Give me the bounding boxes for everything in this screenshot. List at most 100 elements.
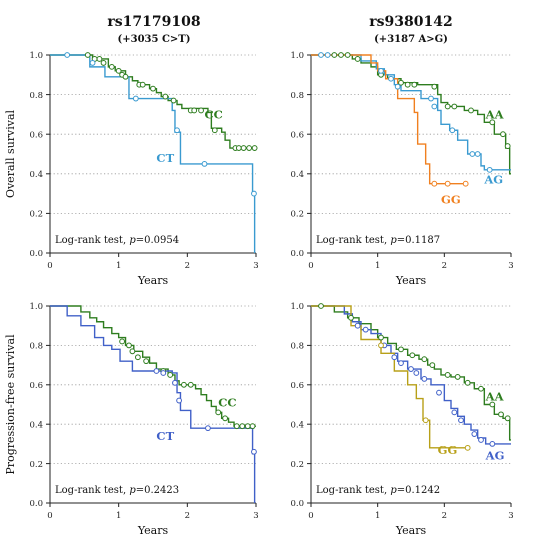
censor-marker-CC: [150, 85, 156, 92]
y-axis-label: Overall survival: [4, 109, 17, 198]
y-tick-label: 0.8: [290, 342, 304, 352]
series-label-AA: AA: [485, 390, 505, 404]
snp-name-right: rs9380142: [369, 14, 453, 30]
y-tick-label: 0.0: [29, 249, 43, 259]
censor-marker-AA: [454, 374, 461, 380]
x-tick-label: 2: [442, 261, 447, 271]
log-rank-annotation: Log-rank test, p=0.0954: [55, 235, 179, 246]
x-tick-label: 1: [116, 261, 121, 271]
survival-curve-GG: [311, 305, 468, 449]
y-tick-label: 1.0: [29, 51, 43, 61]
censor-marker-AG: [469, 151, 476, 157]
censor-marker-CT: [64, 52, 71, 58]
series-label-AG: AG: [483, 173, 503, 187]
column-title-right: rs9380142 (+3187 A>G): [311, 14, 511, 45]
censor-marker-CC: [240, 145, 247, 151]
survival-curve-CT: [50, 54, 256, 253]
censor-marker-CC: [96, 56, 103, 62]
censor-marker-AG: [449, 127, 456, 134]
y-tick-label: 0.6: [290, 381, 304, 391]
censor-marker-CC: [170, 97, 177, 104]
x-axis-label: Years: [137, 524, 169, 537]
censor-marker-AA: [429, 362, 436, 368]
censor-marker-AA: [431, 83, 438, 90]
censor-marker-CC: [244, 423, 251, 430]
series-label-GG: GG: [438, 443, 458, 457]
y-tick-label: 0.2: [29, 210, 43, 220]
censor-marker-AG: [474, 151, 481, 157]
censor-marker-AG: [413, 370, 420, 376]
censor-marker-AA: [421, 356, 428, 363]
censor-marker-AG: [354, 322, 361, 329]
censor-marker-AA: [354, 56, 361, 62]
censor-marker-GG: [431, 180, 438, 187]
censor-marker-AG: [324, 52, 331, 58]
y-tick-label: 0.4: [290, 170, 304, 180]
censor-marker-AA: [468, 107, 474, 114]
y-tick-label: 0.0: [29, 499, 43, 509]
censor-marker-CC: [211, 127, 218, 134]
censor-marker-AG: [451, 409, 458, 416]
censor-marker-CC: [191, 107, 198, 114]
x-tick-label: 0: [308, 511, 313, 521]
x-tick-label: 3: [508, 511, 513, 521]
y-tick-label: 0.8: [29, 91, 43, 101]
y-tick-label: 0.4: [29, 170, 43, 180]
censor-marker-CC: [198, 107, 204, 114]
survival-curve-AA: [311, 54, 511, 175]
censor-marker-CC: [122, 73, 129, 80]
y-tick-label: 0.4: [29, 420, 43, 430]
censor-marker-CC: [162, 93, 169, 100]
censor-marker-GG: [444, 180, 451, 187]
censor-marker-AG: [378, 67, 384, 74]
snp-name-left: rs17179108: [107, 14, 201, 30]
x-tick-label: 3: [253, 511, 258, 521]
x-tick-label: 2: [442, 511, 447, 521]
censor-marker-CC: [187, 381, 194, 388]
censor-marker-CC: [181, 381, 187, 388]
y-tick-label: 1.0: [290, 302, 304, 312]
x-axis-label: Years: [395, 274, 427, 287]
censor-marker-AG: [471, 431, 478, 437]
series-label-CT: CT: [156, 151, 174, 165]
censor-marker-AA: [348, 314, 354, 321]
overall-survival-chart-rs9380142: 0.0 0.2 0.4 0.6 0.8 1.0 0 1 2 3 Years AA AG GG Log-ran…: [290, 51, 513, 287]
censor-marker-CC: [222, 415, 229, 422]
y-tick-label: 0.8: [29, 342, 43, 352]
censor-marker-AA: [489, 119, 496, 126]
log-rank-annotation: Log-rank test, p=0.1242: [316, 485, 440, 496]
censor-marker-AA: [344, 52, 351, 58]
censor-marker-CC: [139, 81, 146, 88]
censor-marker-CT: [89, 60, 96, 66]
censor-marker-CT: [251, 190, 257, 197]
censor-marker-AA: [338, 52, 344, 58]
censor-marker-AA: [489, 401, 496, 408]
survival-curve-AA: [311, 305, 511, 441]
censor-marker-CC: [143, 358, 150, 365]
censor-marker-CC: [119, 338, 125, 345]
censor-marker-CC: [251, 145, 258, 151]
y-tick-label: 0.6: [290, 130, 304, 140]
censor-marker-AG: [478, 437, 484, 443]
censor-marker-CC: [235, 145, 242, 151]
censor-marker-AA: [478, 385, 484, 392]
censor-marker-AA: [378, 334, 384, 341]
censor-marker-AA: [444, 372, 451, 378]
censor-marker-CT: [176, 397, 182, 404]
censor-marker-GG: [422, 417, 429, 424]
series-label-CC: CC: [205, 107, 223, 121]
censor-marker-AG: [318, 52, 324, 58]
snp-variant-right: (+3187 A>G): [374, 34, 448, 45]
survival-curve-CT: [50, 305, 256, 503]
x-tick-label: 3: [253, 261, 258, 271]
y-tick-label: 0.0: [290, 499, 304, 509]
survival-curve-AG: [311, 305, 511, 445]
y-tick-label: 0.2: [29, 460, 43, 470]
censor-marker-AA: [409, 352, 416, 359]
y-tick-label: 0.2: [290, 460, 304, 470]
censor-marker-CC: [215, 409, 222, 416]
survival-curve-AG: [311, 54, 511, 171]
censor-marker-GG: [378, 342, 384, 349]
y-tick-label: 0.0: [290, 249, 304, 259]
censor-marker-CC: [134, 354, 141, 361]
